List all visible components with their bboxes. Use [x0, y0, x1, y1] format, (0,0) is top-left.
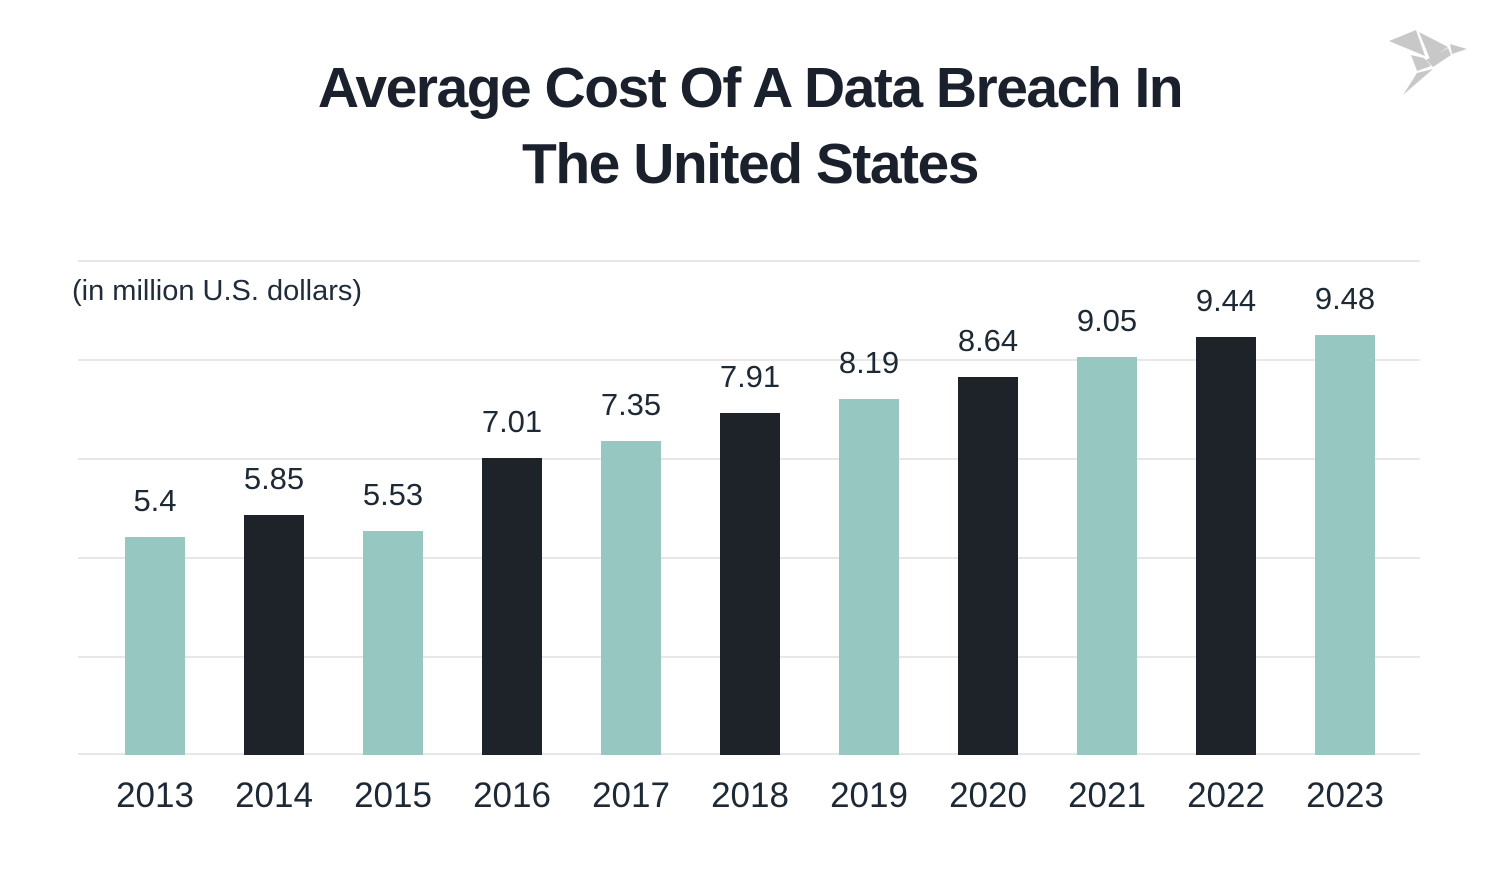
bar-2020 — [958, 376, 1018, 755]
bar-value-label: 7.35 — [600, 386, 662, 422]
bar-value-label: 9.48 — [1314, 281, 1376, 317]
bar-value-label: 9.05 — [1076, 302, 1138, 338]
x-axis-label-2015: 2015 — [354, 776, 432, 815]
bar-value-label: 5.85 — [243, 460, 305, 496]
bar-value-label: 5.53 — [362, 476, 424, 512]
bar-2023 — [1315, 335, 1375, 755]
bar-value-label: 7.91 — [719, 359, 781, 394]
bar-2016 — [482, 457, 542, 755]
bar-2014 — [244, 514, 304, 755]
bar-2021 — [1077, 356, 1137, 755]
axis-units-label: (in million U.S. dollars) — [72, 275, 363, 307]
bar-group-2018: 7.91 — [691, 260, 810, 755]
bar-chart: (in million U.S. dollars) 5.4 5.85 5.53 7.0… — [72, 260, 1420, 755]
x-axis-label-2021: 2021 — [1068, 776, 1146, 815]
bar-value-label: 8.19 — [838, 345, 900, 381]
chart-title-line-2: The United States — [522, 132, 979, 196]
bar-2017 — [601, 440, 661, 755]
x-axis-label-2013: 2013 — [116, 776, 194, 815]
bar-group-2014: 5.85 — [215, 260, 334, 755]
bar-group-2015: 5.53 — [334, 260, 453, 755]
bar-value-label: 5.4 — [133, 483, 177, 519]
bar-value-label: 9.44 — [1195, 283, 1257, 319]
x-axis-label-2016: 2016 — [473, 776, 551, 815]
bar-2019 — [839, 399, 899, 755]
chart-title: Average Cost Of A Data Breach In The Uni… — [0, 50, 1500, 202]
bar-group-2013: 5.4 — [96, 260, 215, 755]
bar-group-2023: 9.48 — [1286, 260, 1405, 755]
bar-2022 — [1196, 337, 1256, 755]
x-axis-label-2017: 2017 — [592, 776, 670, 815]
bar-group-2016: 7.01 — [453, 260, 572, 755]
gridline — [78, 359, 1420, 361]
bar-2018 — [720, 413, 780, 755]
bar-value-label: 8.64 — [957, 322, 1019, 358]
bar-group-2021: 9.05 — [1048, 260, 1167, 755]
bar-value-label: 7.01 — [481, 403, 543, 439]
origami-bird-logo — [1389, 30, 1467, 95]
x-axis-label-2019: 2019 — [830, 776, 908, 815]
chart-title-line-1: Average Cost Of A Data Breach In — [317, 56, 1184, 120]
bar-group-2019: 8.19 — [810, 260, 929, 755]
bar-2015 — [363, 530, 423, 755]
bar-group-2020: 8.64 — [929, 260, 1048, 755]
x-axis-label-2023: 2023 — [1306, 776, 1384, 815]
bar-group-2022: 9.44 — [1167, 260, 1286, 755]
x-axis-label-2018: 2018 — [711, 776, 789, 815]
x-axis-label-2022: 2022 — [1187, 776, 1265, 815]
x-axis-label-2020: 2020 — [949, 776, 1027, 815]
bar-group-2017: 7.35 — [572, 260, 691, 755]
gridline — [78, 260, 1420, 262]
x-axis-label-2014: 2014 — [235, 776, 313, 815]
bar-2013 — [125, 537, 185, 755]
